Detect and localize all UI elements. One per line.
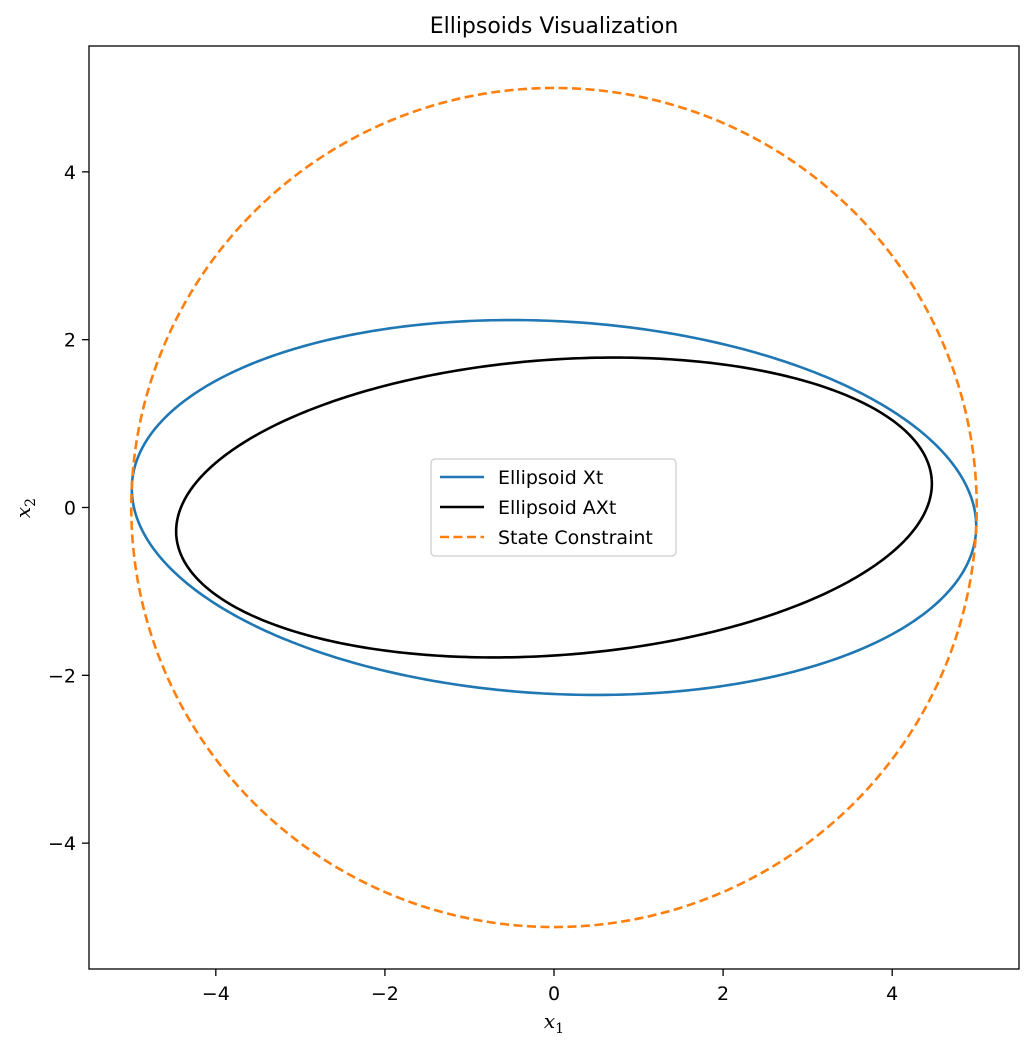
x-axis-label: x1 xyxy=(544,1009,564,1037)
y-axis-label: x2 xyxy=(11,498,39,518)
legend-frame xyxy=(430,458,677,557)
x-axis: −4 −2 0 2 4 xyxy=(202,969,898,1005)
x-tick-label: −4 xyxy=(202,983,230,1005)
x-tick-label: −2 xyxy=(371,983,399,1005)
y-tick-label: −4 xyxy=(48,833,76,855)
legend-label-state-constraint: State Constraint xyxy=(498,527,653,549)
y-tick-label: −2 xyxy=(48,665,76,687)
x-tick-label: 4 xyxy=(886,983,898,1005)
y-tick-label: 4 xyxy=(64,162,76,184)
legend-label-ellipsoid-xt: Ellipsoid Xt xyxy=(498,467,603,489)
y-tick-label: 2 xyxy=(64,330,76,352)
legend-label-ellipsoid-axt: Ellipsoid AXt xyxy=(498,497,616,519)
chart-title: Ellipsoids Visualization xyxy=(430,14,679,39)
legend: Ellipsoid Xt Ellipsoid AXt State Constrain… xyxy=(430,458,677,557)
series-line-ellipsoid-axt xyxy=(174,356,934,659)
series-layer xyxy=(129,86,979,929)
y-tick-label: 0 xyxy=(64,498,76,520)
x-tick-label: 2 xyxy=(717,983,729,1005)
series-line-state-constraint xyxy=(129,86,979,929)
y-axis: −4 −2 0 2 4 xyxy=(48,162,89,855)
x-tick-label: 0 xyxy=(548,983,560,1005)
